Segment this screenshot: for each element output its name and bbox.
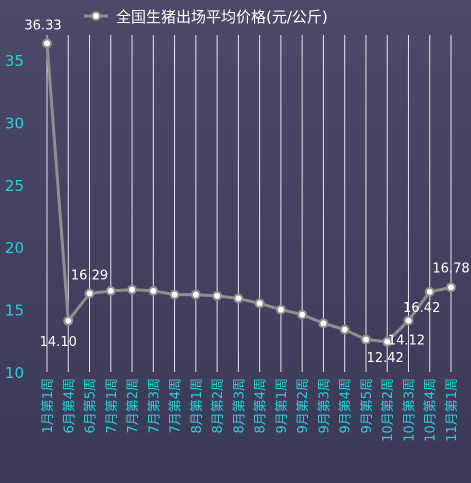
data-point (339, 324, 350, 335)
data-label: 36.33 (24, 18, 61, 33)
x-tick-label: 9月第5周 (360, 378, 375, 434)
y-tick-label: 10 (5, 364, 24, 382)
data-point (360, 334, 371, 345)
y-tick-label: 15 (5, 302, 24, 320)
data-point (42, 38, 52, 49)
x-tick-label: 7月第3周 (147, 378, 162, 434)
y-tick-label: 25 (5, 177, 24, 195)
y-axis-ticks: 10 15 20 25 30 35 (5, 52, 24, 382)
data-point (403, 315, 414, 326)
data-point (84, 288, 95, 299)
data-point (105, 285, 116, 296)
x-tick-label: 8月第4周 (254, 378, 269, 434)
data-label: 16.78 (432, 261, 469, 276)
legend-marker (91, 11, 101, 21)
x-tick-label: 9月第4周 (339, 378, 354, 434)
data-label: 14.12 (388, 334, 425, 349)
x-tick-label: 7月第4周 (169, 378, 184, 434)
data-point (318, 318, 329, 329)
x-tick-label: 10月第4周 (424, 378, 439, 442)
x-tick-label: 11月第1周 (445, 378, 460, 442)
data-label: 16.29 (71, 268, 108, 283)
x-axis-ticks: 1月第1周 6月第4周 6月第5周 7月第1周 7月第2周 7月第3周 7月第4周 8月第1周… (41, 378, 460, 442)
data-point (233, 293, 244, 304)
data-point (275, 304, 286, 315)
x-tick-label: 9月第2周 (296, 378, 311, 434)
data-point (382, 336, 393, 347)
data-label: 12.42 (367, 351, 404, 366)
x-tick-label: 8月第2周 (211, 378, 226, 434)
y-tick-label: 20 (5, 239, 24, 257)
data-point (127, 284, 138, 295)
data-point (169, 289, 180, 300)
data-point (424, 286, 435, 297)
x-tick-label: 7月第1周 (105, 378, 120, 434)
y-tick-label: 30 (5, 114, 24, 132)
x-tick-label: 6月第4周 (62, 378, 77, 434)
x-tick-label: 1月第1周 (41, 378, 56, 434)
x-tick-label: 6月第5周 (84, 378, 99, 434)
x-tick-label: 10月第3周 (402, 378, 417, 442)
data-label: 14.10 (40, 335, 77, 350)
data-point (446, 282, 456, 293)
data-point (63, 315, 74, 326)
x-tick-label: 9月第1周 (275, 378, 290, 434)
x-tick-label: 8月第1周 (190, 378, 205, 434)
data-point (297, 309, 308, 320)
x-tick-label: 8月第3周 (232, 378, 247, 434)
legend-label: 全国生猪出场平均价格(元/公斤) (116, 8, 328, 26)
series-markers (42, 38, 456, 347)
data-label: 16.42 (403, 301, 440, 316)
data-point (254, 298, 265, 309)
x-tick-label: 7月第2周 (126, 378, 141, 434)
y-tick-label: 35 (5, 52, 24, 70)
legend: 全国生猪出场平均价格(元/公斤) (84, 8, 328, 26)
data-point (148, 285, 159, 296)
x-tick-label: 10月第2周 (381, 378, 396, 442)
data-point (212, 290, 223, 301)
data-labels: 36.33 14.10 16.29 12.42 14.12 16.42 16.78 (24, 18, 469, 365)
data-point (190, 289, 201, 300)
x-tick-label: 9月第3周 (317, 378, 332, 434)
